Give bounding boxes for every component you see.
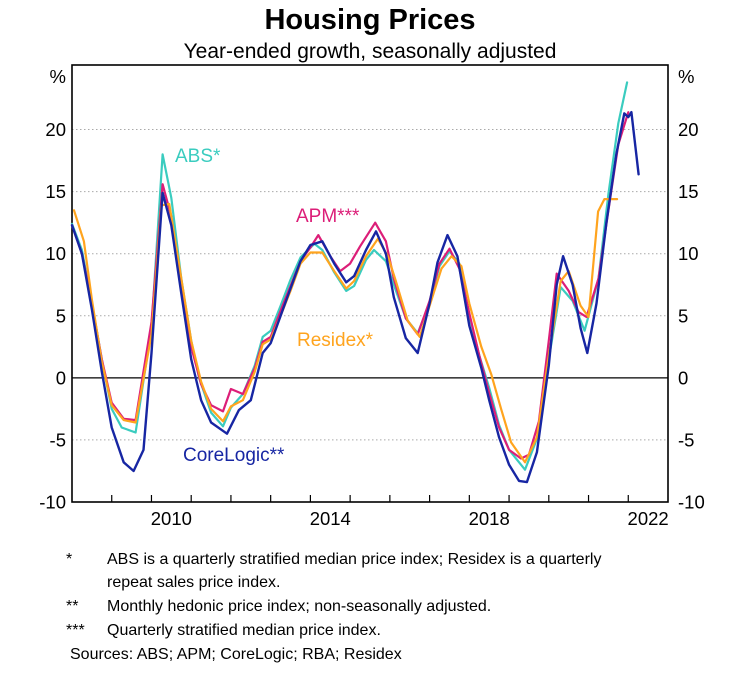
footnote-2-marker: ** <box>66 598 79 615</box>
plot-frame <box>71 64 669 503</box>
y-axis-label-right: 5 <box>678 305 688 326</box>
y-axis-label-left: -5 <box>50 429 66 450</box>
y-axis-label-left: -10 <box>39 492 66 513</box>
sources-line: Sources: ABS; APM; CoreLogic; RBA; Resid… <box>70 646 402 663</box>
y-axis-label-left: 0 <box>56 367 66 388</box>
y-axis-label-right: -10 <box>678 492 705 513</box>
series-label-abs: ABS* <box>175 146 221 167</box>
y-axis-label-left: 5 <box>56 305 66 326</box>
x-axis-label: 2010 <box>151 508 192 529</box>
x-axis-label: 2022 <box>628 508 669 529</box>
y-axis-unit-left: % <box>50 66 66 87</box>
footnote-2: ** Monthly hedonic price index; non-seaso… <box>66 598 492 615</box>
footnote-3-marker: *** <box>66 622 85 639</box>
footnote-1-marker: * <box>66 551 73 568</box>
series-label-residex: Residex* <box>297 330 374 351</box>
footnote-3: *** Quarterly stratified median price ind… <box>66 622 381 639</box>
series-label-apm: APM*** <box>296 206 360 227</box>
series-label-corelogic: CoreLogic** <box>183 445 285 466</box>
chart-subtitle: Year-ended growth, seasonally adjusted <box>183 40 557 63</box>
y-axis-label-right: -5 <box>678 429 694 450</box>
x-axis-label: 2014 <box>310 508 351 529</box>
page-title: Housing Prices <box>264 4 476 36</box>
y-axis-label-left: 20 <box>45 119 66 140</box>
footnote-1-line-2: repeat sales price index. <box>107 574 281 591</box>
y-axis-label-left: 15 <box>45 181 66 202</box>
x-axis-label: 2018 <box>469 508 510 529</box>
y-axis-label-right: 20 <box>678 119 699 140</box>
y-axis-label-left: 10 <box>45 243 66 264</box>
series-line-CoreLogic <box>70 110 640 484</box>
series-line-ABS <box>70 81 629 471</box>
y-axis-label-right: 0 <box>678 367 688 388</box>
y-axis-unit-right: % <box>678 66 694 87</box>
footnote-1-line-1: * ABS is a quarterly stratified median pr… <box>66 551 602 568</box>
y-axis-label-right: 15 <box>678 181 699 202</box>
y-axis-label-right: 10 <box>678 243 699 264</box>
